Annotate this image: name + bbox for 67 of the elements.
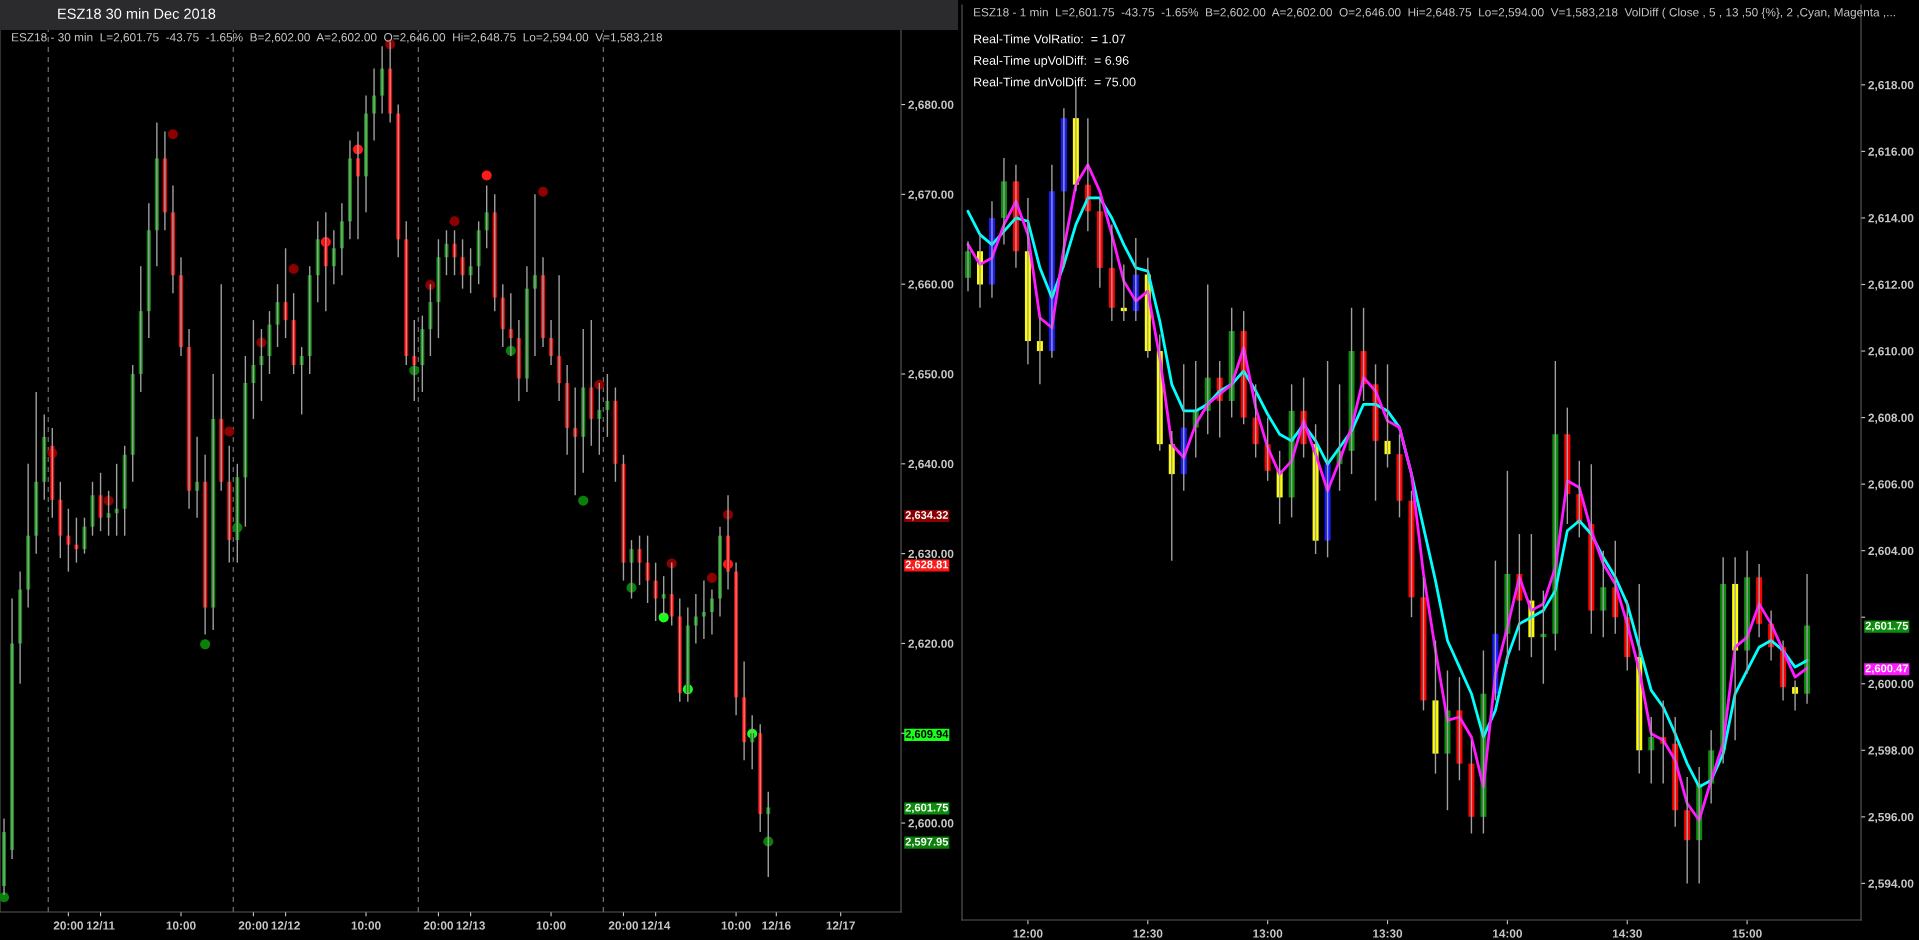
annotation: Real-Time upVolDiff: = 6.96 [974,55,1129,68]
x-tick-label: 12:30 [1133,929,1163,938]
point [706,572,717,583]
text: 2,601.75 [1865,621,1909,632]
x-tick-label: 12/13 [456,921,485,930]
point [425,280,436,291]
point [449,216,460,227]
x-tick-label: 20:00 [53,921,83,930]
text: 2,597.95 [905,837,949,848]
x-tick-label: 13:30 [1373,929,1403,938]
x-tick-label: 15:00 [1732,929,1762,938]
y-tick-label: 2,612.00 [1868,280,1914,291]
x-tick-label: 20:00 [423,921,454,930]
text: 2,601.75 [905,803,949,814]
y-tick-label: 2,650.00 [908,370,954,381]
y-tick-label: 2,594.00 [1868,879,1914,890]
x-tick-label: 12/17 [826,921,855,930]
text: 2,628.81 [905,560,949,571]
y-tick-label: 2,618.00 [1868,80,1914,91]
y-tick-label: 2,616.00 [1868,147,1914,158]
y-tick-label: 2,630.00 [908,549,954,560]
y-tick-label: 2,600.00 [908,819,954,830]
y-tick-label: 2,680.00 [908,100,954,111]
point [288,263,299,274]
y-tick-label: 2,598.00 [1868,746,1914,757]
chart-subtitle: ESZ18 - 30 min L=2,601.75 -43.75 -1.65% B=2,602.00 A=2,602.00 O=2,646.00 Hi=2,648.75 Lo=2,594.00 V=1,583,218 [12,32,663,43]
x-tick-label: 20:00 [238,921,269,930]
y-tick-label: 2,606.00 [1868,480,1914,491]
text: 2,600.47 [1865,664,1908,674]
y-tick-label: 2,600.00 [1868,679,1914,690]
y-tick-label: 2,604.00 [1868,546,1914,557]
annotation: Real-Time dnVolDiff: = 75.00 [974,77,1136,87]
point [538,186,549,197]
text: 2,609.94 [905,730,949,740]
point [224,426,235,437]
annotation: Real-Time VolRatio: = 1.07 [974,34,1126,44]
y-tick-label: 2,608.00 [1868,413,1914,424]
text: 2,634.32 [905,511,948,521]
x-tick-label: 12/14 [641,921,671,930]
candlestick [629,539,634,600]
point [578,495,589,506]
point [167,129,178,140]
y-tick-label: 2,610.00 [1868,347,1914,358]
x-tick-label: 12/12 [271,921,300,930]
x-tick-label: 10:00 [166,921,196,930]
x-tick-label: 12/11 [86,921,115,930]
y-tick-label: 2,596.00 [1868,812,1914,823]
point [666,558,677,569]
x-tick-label: 10:00 [721,921,751,930]
x-tick-label: 10:00 [351,921,381,930]
y-tick-label: 2,670.00 [908,190,954,201]
chart-title: ESZ18 30 min Dec 2018 [58,8,216,19]
chart-subtitle: ESZ18 - 1 min L=2,601.75 -43.75 -1.65% B=2,602.00 A=2,602.00 O=2,646.00 Hi=2,648.75 Lo=2,594.00 V=1,583,218 VolDiff ( Close , 5 , 13 ,50 {%}, 2 ,Cyan, Magenta ,... [974,7,1895,19]
x-tick-label: 12/16 [762,921,791,930]
y-tick-label: 2,660.00 [908,280,954,291]
x-tick-label: 12:00 [1013,929,1043,938]
x-tick-label: 13:00 [1253,929,1283,938]
y-tick-label: 2,640.00 [908,459,954,470]
x-tick-label: 20:00 [608,921,639,930]
y-tick-label: 2,620.00 [908,639,954,650]
candlestick [267,310,272,375]
point [200,639,211,650]
y-tick-label: 2,614.00 [1868,213,1914,225]
point [481,170,492,181]
x-tick-label: 14:30 [1612,929,1642,938]
x-tick-label: 14:00 [1493,929,1523,938]
x-tick-label: 10:00 [536,921,566,930]
